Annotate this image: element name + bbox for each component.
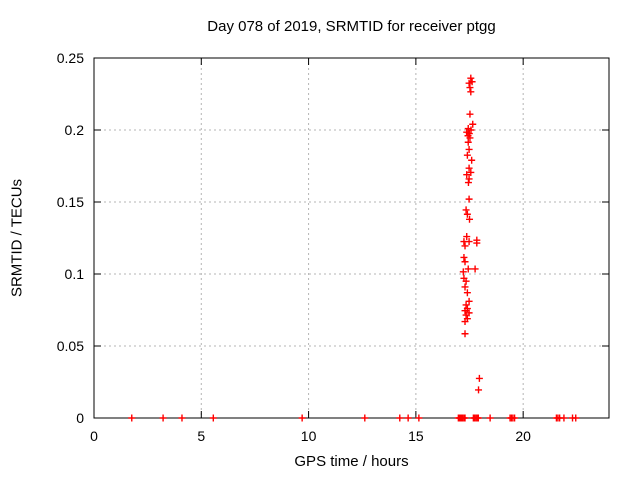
data-point	[466, 215, 474, 223]
y-tick-label: 0.05	[57, 338, 84, 354]
data-point	[466, 134, 474, 142]
y-tick-label: 0.15	[57, 194, 84, 210]
data-point	[463, 289, 471, 297]
data-point	[462, 277, 470, 285]
data-point	[461, 307, 469, 315]
x-tick-label: 0	[90, 428, 98, 444]
data-point	[466, 110, 474, 118]
data-point	[474, 414, 482, 422]
data-point	[461, 242, 469, 250]
data-point	[361, 414, 369, 422]
x-tick-label: 5	[197, 428, 205, 444]
data-point	[465, 79, 473, 87]
data-point	[463, 233, 471, 241]
data-point	[469, 120, 477, 128]
data-point	[468, 156, 476, 164]
y-tick-label: 0.2	[65, 122, 85, 138]
data-point	[209, 414, 217, 422]
x-tick-label: 20	[515, 428, 531, 444]
data-point	[467, 88, 475, 96]
data-point	[404, 414, 412, 422]
data-point	[298, 414, 306, 422]
data-point	[461, 330, 469, 338]
chart-title: Day 078 of 2019, SRMTID for receiver ptg…	[207, 18, 496, 35]
data-point	[465, 238, 473, 246]
data-point	[178, 414, 186, 422]
data-point	[475, 374, 483, 382]
x-tick-label: 15	[408, 428, 424, 444]
data-point	[415, 414, 423, 422]
data-point	[461, 258, 469, 266]
data-point	[560, 414, 568, 422]
data-point	[396, 414, 404, 422]
plot-border	[93, 57, 610, 419]
data-point	[475, 386, 483, 394]
data-point	[473, 239, 481, 247]
x-tick-label: 10	[301, 428, 317, 444]
data-point	[463, 171, 471, 179]
data-point	[471, 265, 479, 273]
data-point	[464, 265, 472, 273]
data-point	[463, 151, 471, 159]
data-point	[461, 414, 469, 422]
data-point	[462, 311, 470, 319]
data-point	[461, 283, 469, 291]
data-point	[462, 301, 470, 309]
data-point	[465, 145, 473, 153]
data-point	[572, 414, 580, 422]
data-point	[467, 74, 475, 82]
data-point	[460, 253, 468, 261]
data-point	[462, 206, 470, 214]
data-point	[465, 195, 473, 203]
data-point	[459, 268, 467, 276]
y-tick-label: 0.1	[65, 266, 85, 282]
data-point	[463, 210, 471, 218]
data-point	[467, 126, 475, 134]
data-point	[464, 179, 472, 187]
data-point	[511, 414, 519, 422]
data-point	[465, 297, 473, 305]
data-point	[461, 318, 469, 326]
data-point	[466, 84, 474, 92]
y-tick-label: 0	[76, 410, 84, 426]
data-point	[128, 414, 136, 422]
data-point	[465, 164, 473, 172]
data-point	[486, 414, 494, 422]
x-axis-label: GPS time / hours	[294, 453, 409, 470]
data-point	[159, 414, 167, 422]
y-tick-label: 0.25	[57, 50, 84, 66]
data-point	[464, 138, 472, 146]
data-point	[467, 168, 475, 176]
